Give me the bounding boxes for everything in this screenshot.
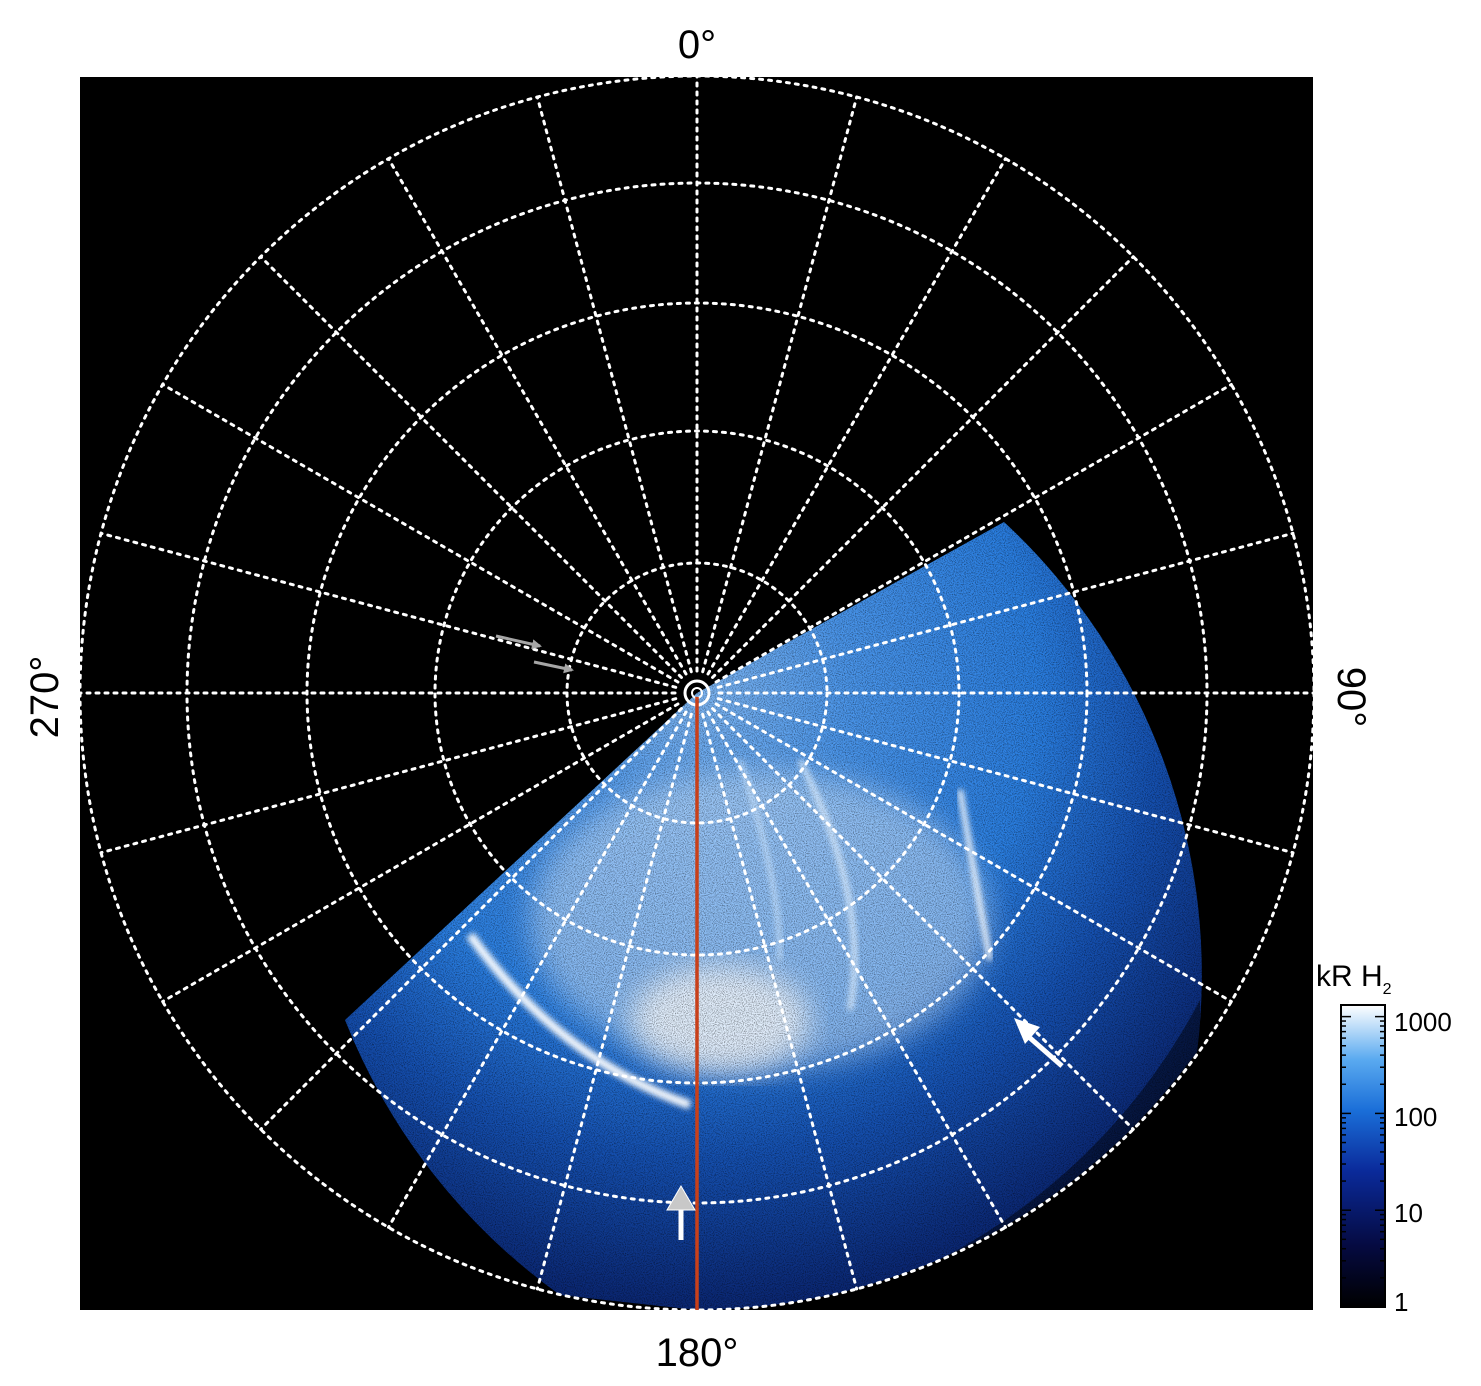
colorbar-tick-100: 100 [1394, 1102, 1437, 1132]
grid-meridian [161, 702, 680, 1003]
main-auroral-arc [466, 932, 692, 1110]
label-90-deg: 90° [1329, 667, 1373, 728]
label-0-deg: 0° [678, 23, 716, 67]
grid-meridian [714, 383, 1233, 684]
grid-circle [433, 429, 961, 957]
grid-meridian [706, 157, 1007, 676]
grid-meridian [714, 702, 1233, 1003]
secondary-auroral-arc [957, 789, 993, 961]
grid-meridian [701, 712, 859, 1291]
grid-meridian [259, 707, 683, 1131]
grid-meridian [535, 95, 693, 674]
colorbar-title: kR H2 [1316, 960, 1392, 998]
grid-meridian [99, 531, 678, 689]
grid-meridian [535, 712, 693, 1291]
colorbar-scale [1340, 1004, 1386, 1308]
polar-grid [78, 74, 1316, 1312]
grid-meridian [716, 697, 1295, 855]
colorbar: kR H2 1000 100 10 1 [1316, 960, 1452, 1317]
colorbar-tick-1000: 1000 [1394, 1007, 1452, 1037]
gray-arrows [495, 634, 574, 674]
colorbar-tick-1: 1 [1394, 1287, 1408, 1317]
colorbar-tick-10: 10 [1394, 1198, 1423, 1228]
grid-meridian [99, 697, 678, 855]
white-arrow-bottom [666, 1185, 696, 1240]
gray-arrow-upper [495, 634, 542, 650]
label-270-deg: 270° [23, 656, 67, 739]
white-arrow-right [1014, 1018, 1064, 1068]
grid-meridian [259, 255, 683, 679]
grid-meridian [716, 531, 1295, 689]
grid-meridian [711, 707, 1135, 1131]
grid-meridian [701, 95, 859, 674]
grid-meridian [711, 255, 1135, 679]
label-180-deg: 180° [656, 1331, 739, 1375]
gray-arrow-lower [533, 660, 574, 674]
grid-meridian [387, 710, 688, 1229]
grid-meridian [706, 710, 1007, 1229]
grid-meridian [387, 157, 688, 676]
grid-meridian [161, 383, 680, 684]
